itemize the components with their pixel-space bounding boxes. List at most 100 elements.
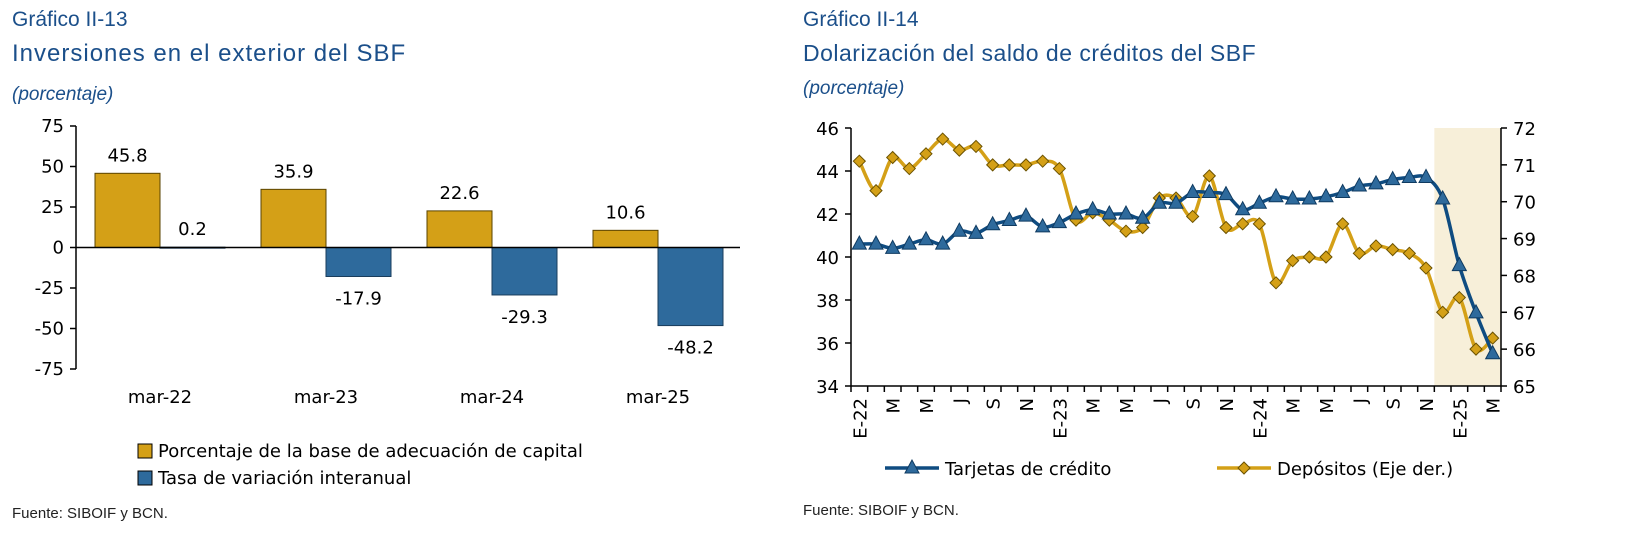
triangle-marker [1151, 194, 1168, 209]
diamond-marker [1235, 217, 1250, 231]
diamond-marker [1002, 158, 1017, 172]
legend-diamond-icon [1237, 461, 1251, 475]
y-tick-label-left: 40 [816, 248, 839, 269]
diamond-marker [1452, 290, 1467, 305]
y-tick-label: 25 [41, 197, 64, 218]
legend-label: Tasa de variación interanual [157, 468, 411, 489]
triangle-marker [1201, 183, 1218, 198]
triangle-marker [1051, 213, 1068, 229]
triangle-marker [951, 222, 968, 237]
legend-label: Porcentaje de la base de adecuación de c… [158, 441, 583, 462]
triangle-marker [1351, 176, 1368, 192]
diamond-marker [1019, 158, 1033, 172]
triangle-marker [1301, 189, 1318, 205]
triangle-marker [1468, 303, 1484, 319]
series-line [857, 137, 1494, 353]
diamond-marker [1352, 246, 1367, 261]
x-tick-label: M [1284, 398, 1305, 414]
diamond-marker [1385, 242, 1400, 257]
bar [325, 247, 392, 277]
y-tick-label: -50 [35, 319, 64, 340]
chart1-title: Inversiones en el exterior del SBF [12, 40, 407, 67]
triangle-marker [1068, 204, 1084, 220]
data-label: -17.9 [335, 288, 382, 309]
y-tick-label-left: 36 [816, 334, 839, 355]
data-label: 35.9 [273, 161, 313, 182]
x-tick-label: E-24 [1250, 398, 1271, 439]
x-tick-label: J [1150, 398, 1171, 404]
data-label: -29.3 [501, 307, 548, 328]
triangle-marker [1334, 183, 1351, 198]
x-tick-label: mar-23 [294, 387, 358, 408]
x-tick-label: M [1084, 398, 1105, 414]
diamond-marker [1119, 224, 1133, 238]
data-label: -48.2 [667, 338, 714, 359]
triangle-marker [1184, 183, 1201, 198]
x-tick-label: J [950, 398, 971, 404]
chart1-source: Fuente: SIBOIF y BCN. [12, 505, 168, 522]
triangle-marker [901, 235, 918, 250]
y-tick-label-right: 69 [1513, 230, 1536, 251]
diamond-marker [1135, 220, 1150, 235]
x-tick-label: N [1417, 398, 1438, 411]
x-tick-label: S [984, 398, 1005, 409]
diamond-marker [1435, 305, 1450, 319]
data-label: 22.6 [439, 183, 479, 204]
y-tick-label-right: 68 [1513, 266, 1536, 287]
x-tick-label: J [1350, 398, 1371, 404]
y-tick-label-left: 42 [816, 205, 839, 226]
triangle-marker [1418, 168, 1434, 183]
diamond-marker [969, 139, 983, 154]
legend-triangle-icon [904, 458, 920, 474]
diamond-marker [885, 150, 900, 165]
diamond-marker [919, 147, 933, 161]
y-tick-label: -75 [35, 359, 64, 380]
chart2-title: Dolarización del saldo de créditos del S… [803, 40, 1257, 66]
y-tick-label-left: 44 [816, 162, 839, 183]
y-tick-label: 50 [41, 157, 64, 178]
bar [94, 172, 161, 248]
x-tick-label: S [1384, 398, 1405, 409]
diamond-marker [852, 154, 867, 168]
diamond-marker [1485, 331, 1500, 345]
triangle-marker [1001, 211, 1018, 226]
diamond-marker [1369, 239, 1383, 253]
y-tick-label: -25 [35, 278, 64, 299]
diamond-marker [1319, 250, 1333, 264]
x-tick-label: N [1217, 398, 1238, 411]
bar [657, 247, 724, 327]
diamond-marker [869, 183, 883, 198]
triangle-marker [868, 235, 884, 250]
triangle-marker [1218, 185, 1234, 201]
x-tick-label: M [884, 398, 905, 414]
y-tick-label-right: 67 [1513, 303, 1536, 324]
triangle-marker [984, 215, 1001, 231]
y-tick-label-left: 46 [816, 119, 839, 140]
triangle-marker [1134, 209, 1151, 224]
y-tick-label-right: 65 [1513, 377, 1536, 398]
x-tick-label: M [1317, 398, 1338, 414]
chart2-label: Gráfico II-14 [803, 8, 919, 31]
chart1-label: Gráfico II-13 [12, 8, 128, 31]
legend-label: Tarjetas de crédito [944, 459, 1111, 480]
triangle-marker [968, 224, 984, 239]
x-tick-label: M [1484, 398, 1505, 414]
triangle-marker [1018, 207, 1034, 222]
legend-swatch [137, 443, 153, 459]
y-tick-label-right: 71 [1513, 156, 1536, 177]
triangle-marker [1034, 217, 1051, 233]
diamond-marker [1419, 261, 1433, 275]
diamond-marker [1335, 217, 1350, 231]
x-tick-label: mar-24 [460, 387, 524, 408]
data-label: 10.6 [605, 202, 645, 223]
triangle-marker [1484, 344, 1501, 360]
x-tick-label: M [1117, 398, 1138, 414]
data-label: 0.2 [178, 219, 207, 240]
diamond-marker [935, 132, 950, 146]
diamond-marker [1219, 220, 1233, 235]
y-tick-label-right: 72 [1513, 119, 1536, 140]
diamond-marker [1052, 161, 1067, 176]
y-tick-label-right: 70 [1513, 193, 1536, 214]
triangle-marker [1434, 189, 1451, 205]
